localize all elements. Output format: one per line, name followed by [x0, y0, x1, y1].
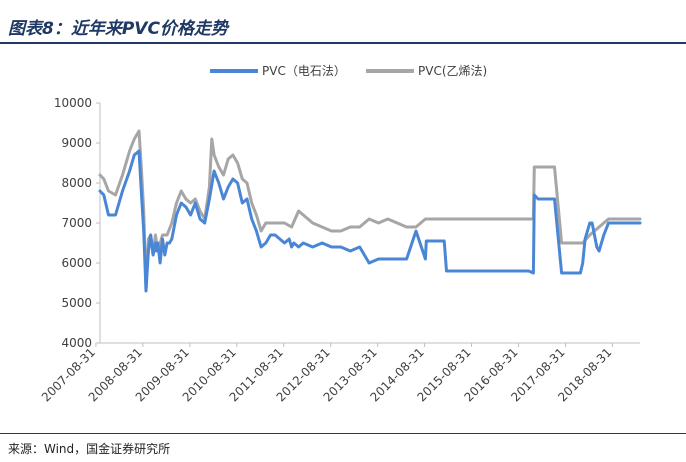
source-note: 来源：Wind，国金证券研究所 — [8, 442, 171, 456]
title-divider — [0, 42, 686, 44]
y-tick-label: 7000 — [61, 216, 92, 230]
y-tick-label: 6000 — [61, 256, 92, 270]
chart-legend: PVC（电石法） PVC(乙烯法) — [210, 64, 487, 78]
chart-series — [98, 129, 642, 293]
chart-title: 图表8：近年来PVC价格走势 — [8, 19, 228, 39]
legend-label-ethylene: PVC(乙烯法) — [418, 64, 487, 78]
series-line-electric — [98, 149, 642, 293]
footer-divider — [0, 433, 686, 434]
y-tick-label: 8000 — [61, 176, 92, 190]
y-tick-label: 10000 — [54, 96, 92, 110]
y-tick-label: 9000 — [61, 136, 92, 150]
y-tick-label: 5000 — [61, 296, 92, 310]
y-tick-label: 4000 — [61, 336, 92, 350]
chart-axes: 400050006000700080009000100002007-08-312… — [39, 96, 640, 404]
legend-label-electric: PVC（电石法） — [262, 64, 346, 78]
